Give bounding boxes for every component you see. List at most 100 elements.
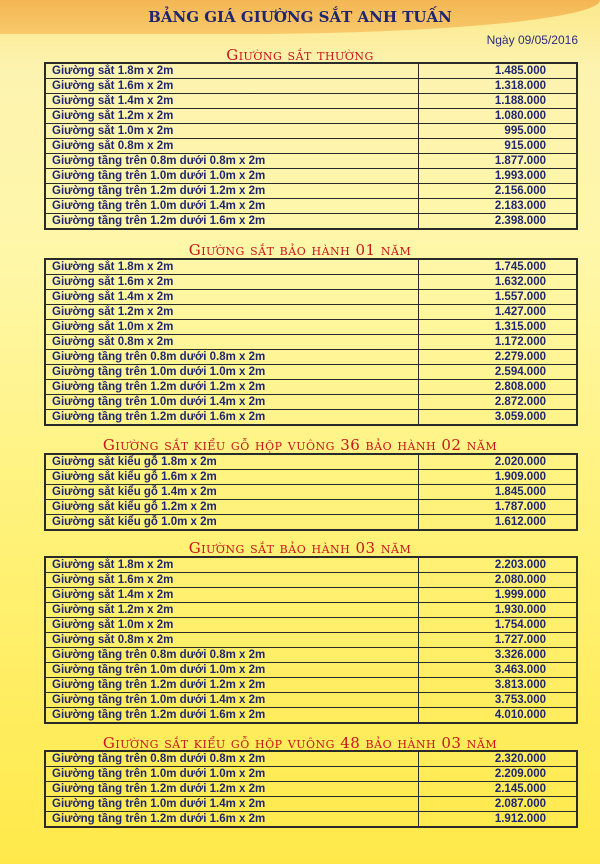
product-price: 1.172.000: [418, 334, 578, 350]
product-name: Giường tầng trên 1.0m dưới 1.0m x 2m: [44, 364, 419, 380]
table-row: Giường sắt 1.8m x 2m 1.485.000: [44, 62, 578, 79]
product-name: Giường sắt kiểu gỗ 1.0m x 2m: [44, 514, 419, 531]
table-row: Giường sắt 1.8m x 2m 1.745.000: [44, 258, 578, 275]
product-price: 2.080.000: [418, 572, 578, 588]
product-name: Giường sắt 1.2m x 2m: [44, 602, 419, 618]
product-name: Giường sắt 1.4m x 2m: [44, 93, 419, 109]
product-name: Giường tầng trên 1.2m dưới 1.6m x 2m: [44, 811, 419, 828]
product-name: Giường tầng trên 0.8m dưới 0.8m x 2m: [44, 750, 419, 767]
price-table: Giường sắt 1.8m x 2m 1.485.000 Giường sắt …: [44, 62, 578, 230]
product-price: 1.877.000: [418, 153, 578, 169]
table-row: Giường tầng trên 1.2m dưới 1.2m x 2m 3.81…: [44, 677, 578, 693]
table-row: Giường sắt 1.0m x 2m 995.000: [44, 123, 578, 139]
product-name: Giường sắt 1.6m x 2m: [44, 572, 419, 588]
product-name: Giường tầng trên 1.2m dưới 1.6m x 2m: [44, 707, 419, 724]
product-name: Giường sắt kiểu gỗ 1.6m x 2m: [44, 469, 419, 485]
price-table: Giường sắt 1.8m x 2m 2.203.000 Giường sắt …: [44, 556, 578, 724]
product-name: Giường sắt kiểu gỗ 1.8m x 2m: [44, 453, 419, 470]
product-name: Giường sắt 1.8m x 2m: [44, 258, 419, 275]
product-name: Giường tầng trên 1.0m dưới 1.0m x 2m: [44, 662, 419, 678]
product-name: Giường tầng trên 1.0m dưới 1.0m x 2m: [44, 168, 419, 184]
table-row: Giường sắt 1.4m x 2m 1.999.000: [44, 587, 578, 603]
price-table: Giường sắt 1.8m x 2m 1.745.000 Giường sắt …: [44, 258, 578, 426]
product-price: 2.872.000: [418, 394, 578, 410]
product-price: 2.183.000: [418, 198, 578, 214]
table-row: Giường sắt kiểu gỗ 1.0m x 2m 1.612.000: [44, 514, 578, 531]
table-row: Giường tầng trên 0.8m dưới 0.8m x 2m 1.87…: [44, 153, 578, 169]
product-price: 1.080.000: [418, 108, 578, 124]
product-price: 1.787.000: [418, 499, 578, 515]
product-price: 1.315.000: [418, 319, 578, 335]
product-name: Giường sắt 1.6m x 2m: [44, 78, 419, 94]
table-row: Giường sắt 1.8m x 2m 2.203.000: [44, 556, 578, 573]
table-row: Giường tầng trên 1.0m dưới 1.4m x 2m 3.75…: [44, 692, 578, 708]
product-price: 3.326.000: [418, 647, 578, 663]
table-row: Giường sắt kiểu gỗ 1.6m x 2m 1.909.000: [44, 469, 578, 485]
table-row: Giường tầng trên 1.2m dưới 1.2m x 2m 2.80…: [44, 379, 578, 395]
product-price: 1.727.000: [418, 632, 578, 648]
product-name: Giường tầng trên 1.2m dưới 1.6m x 2m: [44, 409, 419, 426]
product-price: 1.845.000: [418, 484, 578, 500]
page-title: BẢNG GIÁ GIƯỜNG SẮT ANH TUẤN: [148, 8, 452, 26]
table-row: Giường tầng trên 1.0m dưới 1.0m x 2m 3.46…: [44, 662, 578, 678]
table-row: Giường sắt kiểu gỗ 1.2m x 2m 1.787.000: [44, 499, 578, 515]
table-row: Giường tầng trên 0.8m dưới 0.8m x 2m 2.27…: [44, 349, 578, 365]
table-row: Giường sắt 1.6m x 2m 1.318.000: [44, 78, 578, 94]
table-row: Giường tầng trên 1.0m dưới 1.0m x 2m 2.20…: [44, 766, 578, 782]
product-price: 2.279.000: [418, 349, 578, 365]
product-price: 3.753.000: [418, 692, 578, 708]
product-price: 3.813.000: [418, 677, 578, 693]
product-price: 2.808.000: [418, 379, 578, 395]
table-row: Giường sắt 0.8m x 2m 915.000: [44, 138, 578, 154]
price-table: Giường tầng trên 0.8m dưới 0.8m x 2m 2.32…: [44, 750, 578, 828]
product-name: Giường sắt 0.8m x 2m: [44, 334, 419, 350]
product-name: Giường sắt 1.0m x 2m: [44, 617, 419, 633]
table-row: Giường tầng trên 1.0m dưới 1.4m x 2m 2.08…: [44, 796, 578, 812]
product-price: 3.463.000: [418, 662, 578, 678]
product-name: Giường sắt 0.8m x 2m: [44, 138, 419, 154]
section-title: Giường sắt kiểu gỗ hộp vuông 48 bảo hành…: [102, 734, 498, 752]
table-row: Giường tầng trên 1.0m dưới 1.0m x 2m 1.99…: [44, 168, 578, 184]
product-name: Giường tầng trên 0.8m dưới 0.8m x 2m: [44, 349, 419, 365]
table-row: Giường tầng trên 0.8m dưới 0.8m x 2m 3.32…: [44, 647, 578, 663]
table-row: Giường tầng trên 1.2m dưới 1.2m x 2m 2.14…: [44, 781, 578, 797]
table-row: Giường sắt 1.4m x 2m 1.188.000: [44, 93, 578, 109]
price-table: Giường sắt kiểu gỗ 1.8m x 2m 2.020.000 Giư…: [44, 453, 578, 531]
product-name: Giường sắt 1.0m x 2m: [44, 319, 419, 335]
table-row: Giường sắt 1.4m x 2m 1.557.000: [44, 289, 578, 305]
table-row: Giường sắt 1.2m x 2m 1.930.000: [44, 602, 578, 618]
product-price: 1.485.000: [418, 62, 578, 79]
product-price: 1.745.000: [418, 258, 578, 275]
table-row: Giường tầng trên 1.2m dưới 1.6m x 2m 2.39…: [44, 213, 578, 230]
product-price: 1.930.000: [418, 602, 578, 618]
product-name: Giường sắt 1.2m x 2m: [44, 108, 419, 124]
table-row: Giường sắt 0.8m x 2m 1.172.000: [44, 334, 578, 350]
table-row: Giường sắt 1.2m x 2m 1.427.000: [44, 304, 578, 320]
product-name: Giường sắt 1.4m x 2m: [44, 289, 419, 305]
product-price: 2.320.000: [418, 750, 578, 767]
product-name: Giường sắt 1.0m x 2m: [44, 123, 419, 139]
section-title: Giường sắt thường: [226, 46, 374, 64]
product-name: Giường sắt 1.8m x 2m: [44, 556, 419, 573]
product-price: 915.000: [418, 138, 578, 154]
table-row: Giường tầng trên 0.8m dưới 0.8m x 2m 2.32…: [44, 750, 578, 767]
product-price: 3.059.000: [418, 409, 578, 426]
product-price: 1.754.000: [418, 617, 578, 633]
product-price: 1.909.000: [418, 469, 578, 485]
product-price: 1.632.000: [418, 274, 578, 290]
product-price: 2.020.000: [418, 453, 578, 470]
product-price: 1.318.000: [418, 78, 578, 94]
product-name: Giường tầng trên 1.2m dưới 1.2m x 2m: [44, 677, 419, 693]
product-name: Giường sắt 1.6m x 2m: [44, 274, 419, 290]
product-name: Giường tầng trên 1.0m dưới 1.4m x 2m: [44, 692, 419, 708]
product-name: Giường tầng trên 1.2m dưới 1.6m x 2m: [44, 213, 419, 230]
product-name: Giường tầng trên 1.2m dưới 1.2m x 2m: [44, 183, 419, 199]
section-title: Giường sắt kiểu gỗ hộp vuông 36 bảo hành…: [102, 436, 498, 454]
product-name: Giường tầng trên 1.0m dưới 1.4m x 2m: [44, 394, 419, 410]
table-row: Giường tầng trên 1.2m dưới 1.6m x 2m 3.05…: [44, 409, 578, 426]
section-title: Giường sắt bảo hành 03 năm: [188, 539, 412, 557]
table-row: Giường sắt kiểu gỗ 1.8m x 2m 2.020.000: [44, 453, 578, 470]
product-name: Giường sắt 1.8m x 2m: [44, 62, 419, 79]
product-price: 2.594.000: [418, 364, 578, 380]
product-price: 2.203.000: [418, 556, 578, 573]
